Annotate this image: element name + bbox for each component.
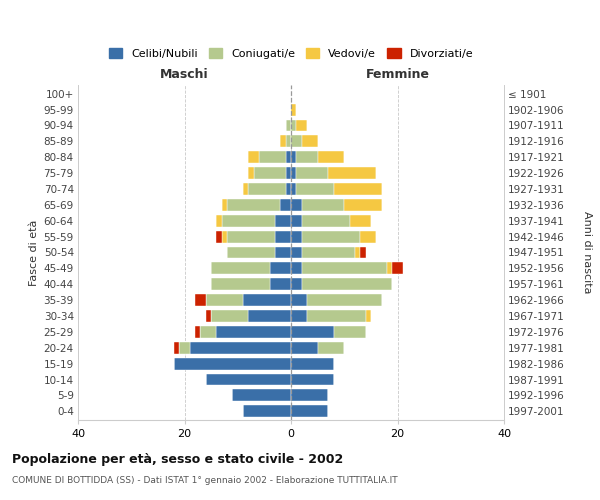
Y-axis label: Fasce di età: Fasce di età <box>29 220 40 286</box>
Bar <box>280 199 291 211</box>
Bar <box>254 167 286 179</box>
Y-axis label: Anni di nascita: Anni di nascita <box>581 211 592 294</box>
Bar <box>291 310 307 322</box>
Bar <box>179 342 190 353</box>
Bar <box>270 262 291 274</box>
Bar <box>291 390 328 402</box>
Bar <box>328 167 376 179</box>
Bar <box>291 199 302 211</box>
Bar <box>190 342 291 353</box>
Bar <box>307 294 382 306</box>
Bar <box>195 326 200 338</box>
Bar <box>291 120 296 132</box>
Bar <box>206 374 291 386</box>
Bar <box>302 215 350 226</box>
Bar <box>291 294 307 306</box>
Legend: Celibi/Nubili, Coniugati/e, Vedovi/e, Divorziati/e: Celibi/Nubili, Coniugati/e, Vedovi/e, Di… <box>104 44 478 64</box>
Bar <box>174 358 291 370</box>
Bar <box>227 230 275 242</box>
Bar <box>296 183 334 195</box>
Bar <box>291 104 296 116</box>
Bar <box>317 152 344 163</box>
Bar <box>280 136 286 147</box>
Bar <box>291 406 328 417</box>
Bar <box>286 183 291 195</box>
Bar <box>270 278 291 290</box>
Text: COMUNE DI BOTTIDDA (SS) - Dati ISTAT 1° gennaio 2002 - Elaborazione TUTTITALIA.I: COMUNE DI BOTTIDDA (SS) - Dati ISTAT 1° … <box>12 476 398 485</box>
Bar <box>360 246 365 258</box>
Bar <box>243 294 291 306</box>
Bar <box>344 199 382 211</box>
Bar <box>291 246 302 258</box>
Text: Popolazione per età, sesso e stato civile - 2002: Popolazione per età, sesso e stato civil… <box>12 452 343 466</box>
Bar <box>291 262 302 274</box>
Bar <box>217 326 291 338</box>
Bar <box>350 215 371 226</box>
Bar <box>334 326 365 338</box>
Bar <box>211 262 270 274</box>
Bar <box>291 326 334 338</box>
Bar <box>302 230 360 242</box>
Bar <box>392 262 403 274</box>
Text: Maschi: Maschi <box>160 68 209 81</box>
Bar <box>227 246 275 258</box>
Bar <box>296 120 307 132</box>
Bar <box>365 310 371 322</box>
Bar <box>302 262 387 274</box>
Bar <box>291 278 302 290</box>
Bar <box>211 310 248 322</box>
Bar <box>291 167 296 179</box>
Bar <box>302 278 392 290</box>
Bar <box>200 326 217 338</box>
Bar <box>334 183 382 195</box>
Bar <box>286 167 291 179</box>
Bar <box>248 310 291 322</box>
Bar <box>302 246 355 258</box>
Bar <box>248 167 254 179</box>
Bar <box>302 199 344 211</box>
Bar <box>222 230 227 242</box>
Bar <box>286 120 291 132</box>
Bar <box>217 215 222 226</box>
Bar <box>248 183 286 195</box>
Bar <box>243 406 291 417</box>
Bar <box>296 167 328 179</box>
Bar <box>291 152 296 163</box>
Bar <box>286 136 291 147</box>
Bar <box>291 342 317 353</box>
Bar <box>174 342 179 353</box>
Bar <box>291 136 302 147</box>
Bar <box>291 215 302 226</box>
Bar <box>291 358 334 370</box>
Bar <box>291 374 334 386</box>
Bar <box>291 183 296 195</box>
Bar <box>286 152 291 163</box>
Bar <box>275 230 291 242</box>
Bar <box>360 230 376 242</box>
Bar <box>275 215 291 226</box>
Text: Femmine: Femmine <box>365 68 430 81</box>
Bar <box>211 278 270 290</box>
Bar <box>355 246 360 258</box>
Bar <box>387 262 392 274</box>
Bar <box>259 152 286 163</box>
Bar <box>296 152 317 163</box>
Bar <box>222 215 275 226</box>
Bar <box>227 199 280 211</box>
Bar <box>248 152 259 163</box>
Bar <box>291 230 302 242</box>
Bar <box>222 199 227 211</box>
Bar <box>307 310 365 322</box>
Bar <box>302 136 317 147</box>
Bar <box>275 246 291 258</box>
Bar <box>232 390 291 402</box>
Bar <box>206 310 211 322</box>
Bar <box>195 294 206 306</box>
Bar <box>217 230 222 242</box>
Bar <box>243 183 248 195</box>
Bar <box>317 342 344 353</box>
Bar <box>206 294 243 306</box>
